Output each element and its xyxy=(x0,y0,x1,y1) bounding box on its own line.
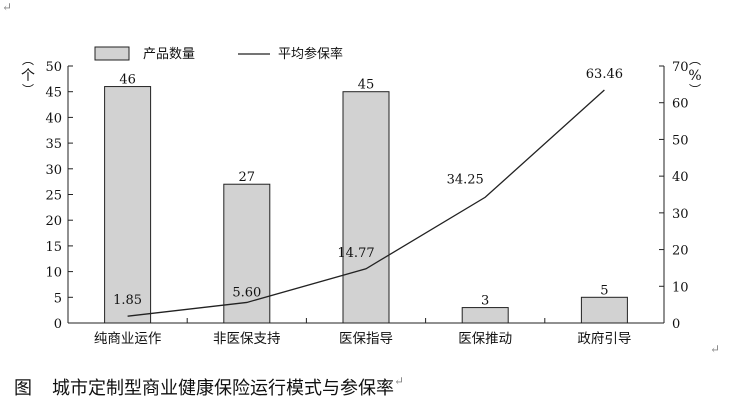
left-tick-label: 40 xyxy=(45,111,62,126)
right-tick-label: 30 xyxy=(672,207,689,222)
x-tick-label: 政府引导 xyxy=(577,331,631,347)
left-unit-label-close: ︶ xyxy=(22,83,34,97)
legend-bar-label: 产品数量 xyxy=(143,47,195,62)
line-path xyxy=(127,89,605,317)
line-value-label: 63.46 xyxy=(586,67,623,82)
left-tick-label: 30 xyxy=(45,163,62,178)
bar xyxy=(461,307,509,324)
legend-bar-swatch xyxy=(94,46,130,61)
left-tick-label: 45 xyxy=(45,86,62,101)
left-tick-label: 50 xyxy=(45,60,62,75)
right-unit-label-open: ︵ xyxy=(689,53,701,67)
line-value-label: 14.77 xyxy=(337,246,374,261)
return-mark: ↵ xyxy=(710,342,721,356)
left-unit-label: ︵个︶ xyxy=(21,53,35,97)
line-value-label: 5.60 xyxy=(232,285,261,300)
left-unit-label-open: ︵ xyxy=(22,53,34,67)
left-tick-label: 0 xyxy=(54,317,62,332)
figure-caption: 图城市定制型商业健康保险运行模式与参保率 ↵ xyxy=(14,374,404,400)
bar xyxy=(342,91,390,324)
data-labels: 46 27 45 3 5 1.85 5.60 14.77 34.25 63.46 xyxy=(113,67,623,309)
bar xyxy=(104,86,152,324)
x-tick-label: 医保指导 xyxy=(339,331,393,347)
left-unit-label-text: 个 xyxy=(21,68,35,84)
combo-chart: 05101520253035404550010203040506070︵个︶︵%… xyxy=(21,46,702,347)
x-tick-label: 医保推动 xyxy=(458,331,512,347)
legend-line-label: 平均参保率 xyxy=(278,46,343,62)
left-tick-label: 25 xyxy=(45,189,62,204)
left-tick-label: 5 xyxy=(54,291,62,306)
return-mark: ↵ xyxy=(2,0,13,14)
line-series xyxy=(127,89,605,317)
bar-value-label: 5 xyxy=(600,283,608,298)
bar xyxy=(580,296,628,324)
right-tick-label: 40 xyxy=(672,170,689,185)
right-tick-label: 0 xyxy=(672,317,680,332)
bars xyxy=(104,86,628,324)
left-tick-label: 20 xyxy=(45,214,62,229)
axes: 05101520253035404550010203040506070︵个︶︵%… xyxy=(21,53,702,347)
line-value-label: 34.25 xyxy=(447,172,484,187)
left-tick-label: 15 xyxy=(45,240,62,255)
x-tick-label: 非医保支持 xyxy=(213,331,281,347)
right-tick-label: 70 xyxy=(672,60,689,75)
left-tick-label: 10 xyxy=(45,266,62,281)
bar-value-label: 3 xyxy=(481,294,489,309)
legend: 产品数量 平均参保率 xyxy=(94,46,343,62)
left-tick-label: 35 xyxy=(45,137,62,152)
right-unit-label: ︵%︶ xyxy=(688,53,701,97)
right-unit-label-close: ︶ xyxy=(689,83,701,97)
x-tick-label: 纯商业运作 xyxy=(94,331,162,347)
right-tick-label: 50 xyxy=(672,133,689,148)
bar-value-label: 27 xyxy=(239,170,256,185)
bar-value-label: 45 xyxy=(358,78,375,93)
right-tick-label: 60 xyxy=(672,97,689,112)
right-tick-label: 10 xyxy=(672,280,689,295)
return-mark: ↵ xyxy=(394,374,405,388)
line-value-label: 1.85 xyxy=(113,293,142,308)
right-tick-label: 20 xyxy=(672,244,689,259)
bar xyxy=(223,183,271,324)
right-unit-label-text: % xyxy=(688,68,701,84)
caption-prefix: 图 xyxy=(14,378,32,399)
caption-text: 城市定制型商业健康保险运行模式与参保率 xyxy=(52,378,394,399)
bar-value-label: 46 xyxy=(119,73,136,88)
